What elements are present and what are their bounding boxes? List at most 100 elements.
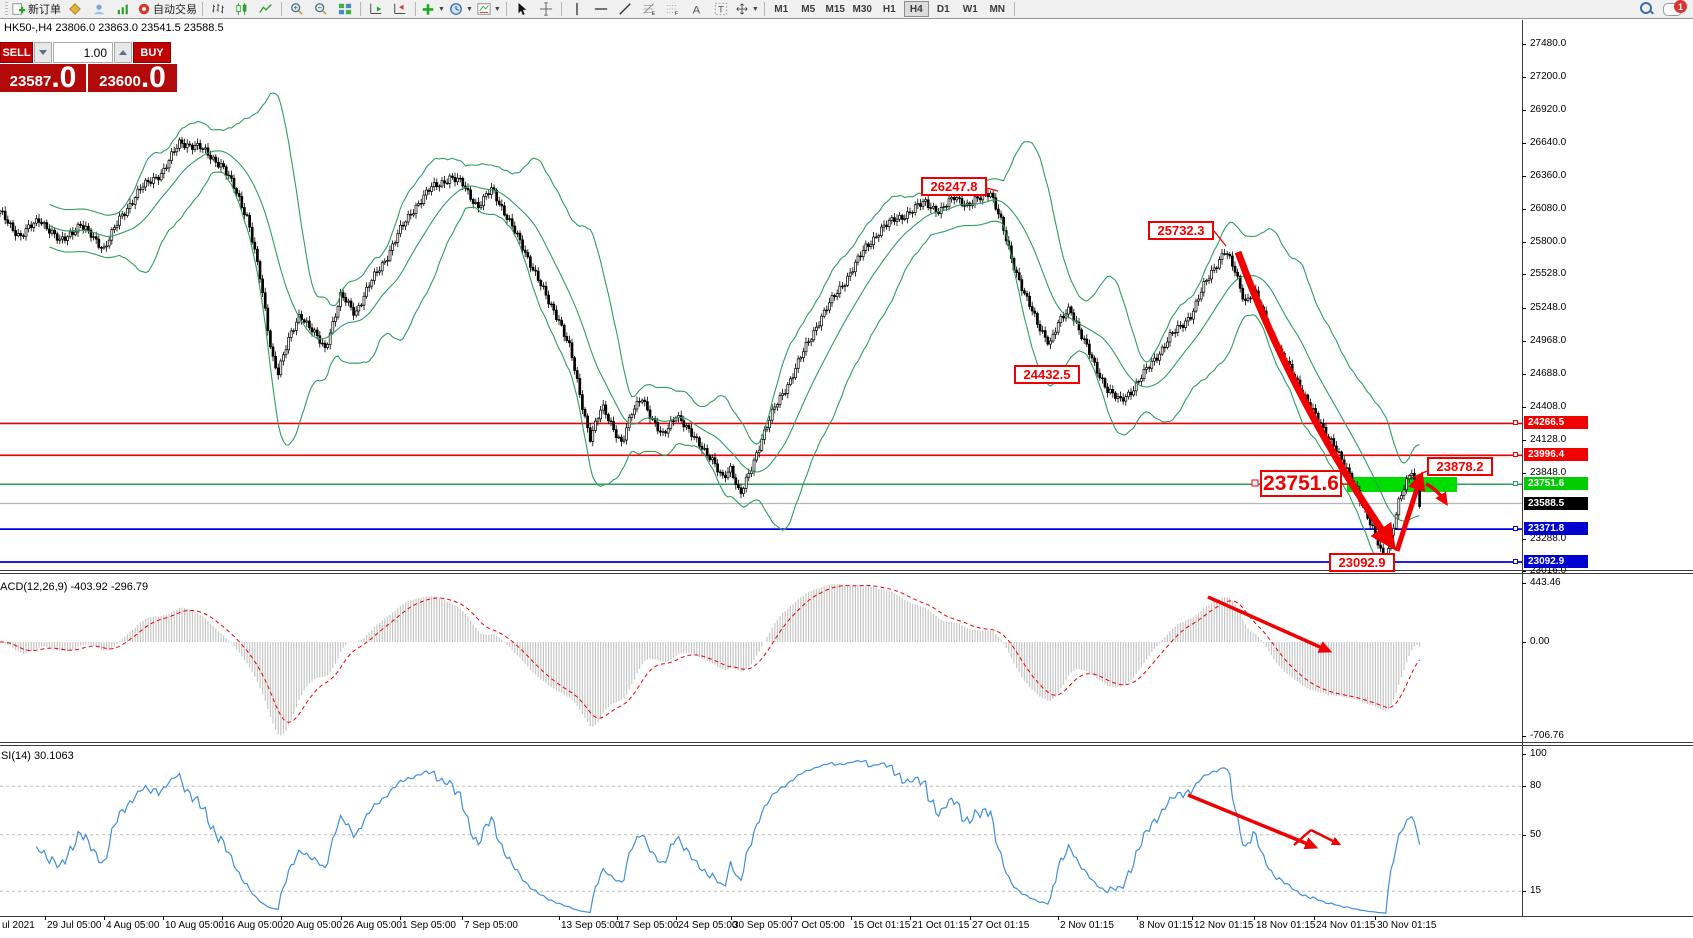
text-label-icon: T — [714, 2, 728, 16]
triangle-up-icon — [119, 50, 127, 55]
price-axis-label: 25528.0 — [1530, 268, 1567, 280]
timeframe-m1[interactable]: M1 — [774, 3, 789, 15]
text-label-button[interactable]: T — [709, 1, 733, 18]
periods-button[interactable]: ▼ — [447, 1, 475, 18]
trendline-button[interactable] — [613, 1, 637, 18]
price-axis-label: 27200.0 — [1530, 71, 1567, 83]
vertical-line-button[interactable] — [565, 1, 589, 18]
volume-input[interactable] — [53, 42, 113, 63]
rsi-axis-tick — [1522, 891, 1526, 893]
chart-shift-button[interactable] — [388, 1, 412, 18]
timeframe-m15[interactable]: M15 — [825, 3, 845, 15]
timeframe-w1[interactable]: W1 — [962, 3, 978, 15]
price-axis-label: 24688.0 — [1530, 367, 1567, 379]
chevron-down-icon: ▼ — [493, 5, 501, 13]
buy-button[interactable]: BUY — [133, 42, 171, 63]
panel-separator[interactable] — [0, 570, 1693, 571]
price-badge: 23371.8 — [1524, 522, 1588, 536]
annotation-label[interactable]: 24432.5 — [1014, 365, 1080, 384]
time-axis-tick — [45, 916, 46, 920]
macd-label: MACD(12,26,9) -403.92 -296.79 — [0, 581, 149, 593]
gold-button[interactable] — [63, 1, 87, 18]
zoom-out-button[interactable] — [309, 1, 333, 18]
timeframe-mn[interactable]: MN — [989, 3, 1006, 15]
timeframe-h1[interactable]: H1 — [882, 3, 896, 15]
grid-icon: F — [666, 2, 680, 16]
sell-button[interactable]: SELL — [0, 42, 33, 63]
text-button[interactable]: A — [685, 1, 709, 18]
toolbar-grip — [5, 2, 8, 16]
annotation-label[interactable]: 23751.6 — [1260, 470, 1342, 497]
toolbar-separator — [415, 2, 416, 16]
toolbar-separator — [763, 2, 765, 16]
macd-axis-label: 443.46 — [1530, 576, 1561, 588]
search-icon[interactable] — [1640, 2, 1654, 15]
trendline-icon — [618, 2, 632, 16]
timeframe-m30[interactable]: M30 — [852, 3, 872, 15]
auto-scroll-button[interactable] — [364, 1, 388, 18]
fibonacci-icon: E — [642, 2, 656, 16]
auto-trading-button[interactable]: 自动交易 — [135, 1, 199, 18]
buy-price-big: .0 — [140, 61, 166, 94]
svg-text:F: F — [675, 11, 678, 16]
timeframe-d1[interactable]: D1 — [936, 3, 950, 15]
rsi-axis-tick — [1522, 834, 1526, 836]
grid-button[interactable]: F — [661, 1, 685, 18]
panel-separator[interactable] — [0, 742, 1693, 743]
buy-price[interactable]: 23600.0 — [88, 61, 177, 94]
time-axis-label: 20 Aug 05:00 — [283, 920, 342, 931]
horizontal-line-button[interactable] — [589, 1, 613, 18]
line-chart-button[interactable] — [254, 1, 278, 18]
annotation-label[interactable]: 26247.8 — [921, 177, 987, 196]
notifications-button[interactable]: 1 — [1663, 0, 1687, 16]
toolbar-separator — [1013, 2, 1015, 16]
triangle-down-icon — [39, 50, 47, 55]
auto-trading-icon — [137, 2, 151, 16]
signal-button[interactable] — [111, 1, 135, 18]
volume-decrease-button[interactable] — [34, 42, 52, 63]
time-axis-label: 7 Sep 05:00 — [464, 920, 518, 931]
annotation-label[interactable]: 23092.9 — [1329, 553, 1395, 572]
time-axis-tick — [1058, 916, 1059, 920]
annotation-label[interactable]: 23878.2 — [1427, 457, 1493, 476]
macd-axis-tick — [1522, 582, 1526, 584]
indicators-button[interactable]: ▼ — [419, 1, 447, 18]
cursor-button[interactable] — [510, 1, 534, 18]
new-order-button[interactable]: 新订单 — [10, 1, 63, 18]
price-axis-tick — [1522, 176, 1526, 178]
chevron-down-icon: ▼ — [465, 5, 473, 13]
time-axis-tick — [1137, 916, 1138, 920]
price-axis-tick — [1522, 373, 1526, 375]
tile-windows-button[interactable] — [333, 1, 357, 18]
time-axis-label: 17 Sep 05:00 — [619, 920, 679, 931]
bars-chart-button[interactable] — [206, 1, 230, 18]
fibonacci-button[interactable]: E — [637, 1, 661, 18]
price-axis-label: 23288.0 — [1530, 532, 1567, 544]
sell-price-big: .0 — [51, 61, 77, 94]
candlestick-chart-button[interactable] — [230, 1, 254, 18]
timeframe-h4[interactable]: H4 — [903, 1, 929, 17]
shapes-button[interactable]: ▼ — [733, 1, 761, 18]
zoom-in-button[interactable] — [285, 1, 309, 18]
sell-price[interactable]: 23587.0 — [0, 61, 86, 94]
price-axis-label: 24968.0 — [1530, 334, 1567, 346]
timeframe-m5[interactable]: M5 — [801, 3, 816, 15]
time-axis-tick — [851, 916, 852, 920]
volume-increase-button[interactable] — [114, 42, 132, 63]
time-axis-tick — [462, 916, 463, 920]
notification-badge: 1 — [1674, 0, 1687, 13]
crosshair-icon — [539, 2, 553, 16]
profile-button[interactable] — [87, 1, 111, 18]
price-axis-tick — [1522, 242, 1526, 244]
annotation-label[interactable]: 25732.3 — [1148, 221, 1214, 240]
price-axis-tick — [1522, 439, 1526, 441]
crosshair-button[interactable] — [534, 1, 558, 18]
chart-shift-icon — [393, 2, 407, 16]
templates-button[interactable]: ▼ — [475, 1, 503, 18]
time-axis-tick — [731, 916, 732, 920]
time-axis-label: 26 Aug 05:00 — [343, 920, 402, 931]
svg-text:E: E — [651, 11, 655, 16]
time-axis-tick — [1192, 916, 1193, 920]
candlestick-chart-icon — [235, 2, 249, 16]
